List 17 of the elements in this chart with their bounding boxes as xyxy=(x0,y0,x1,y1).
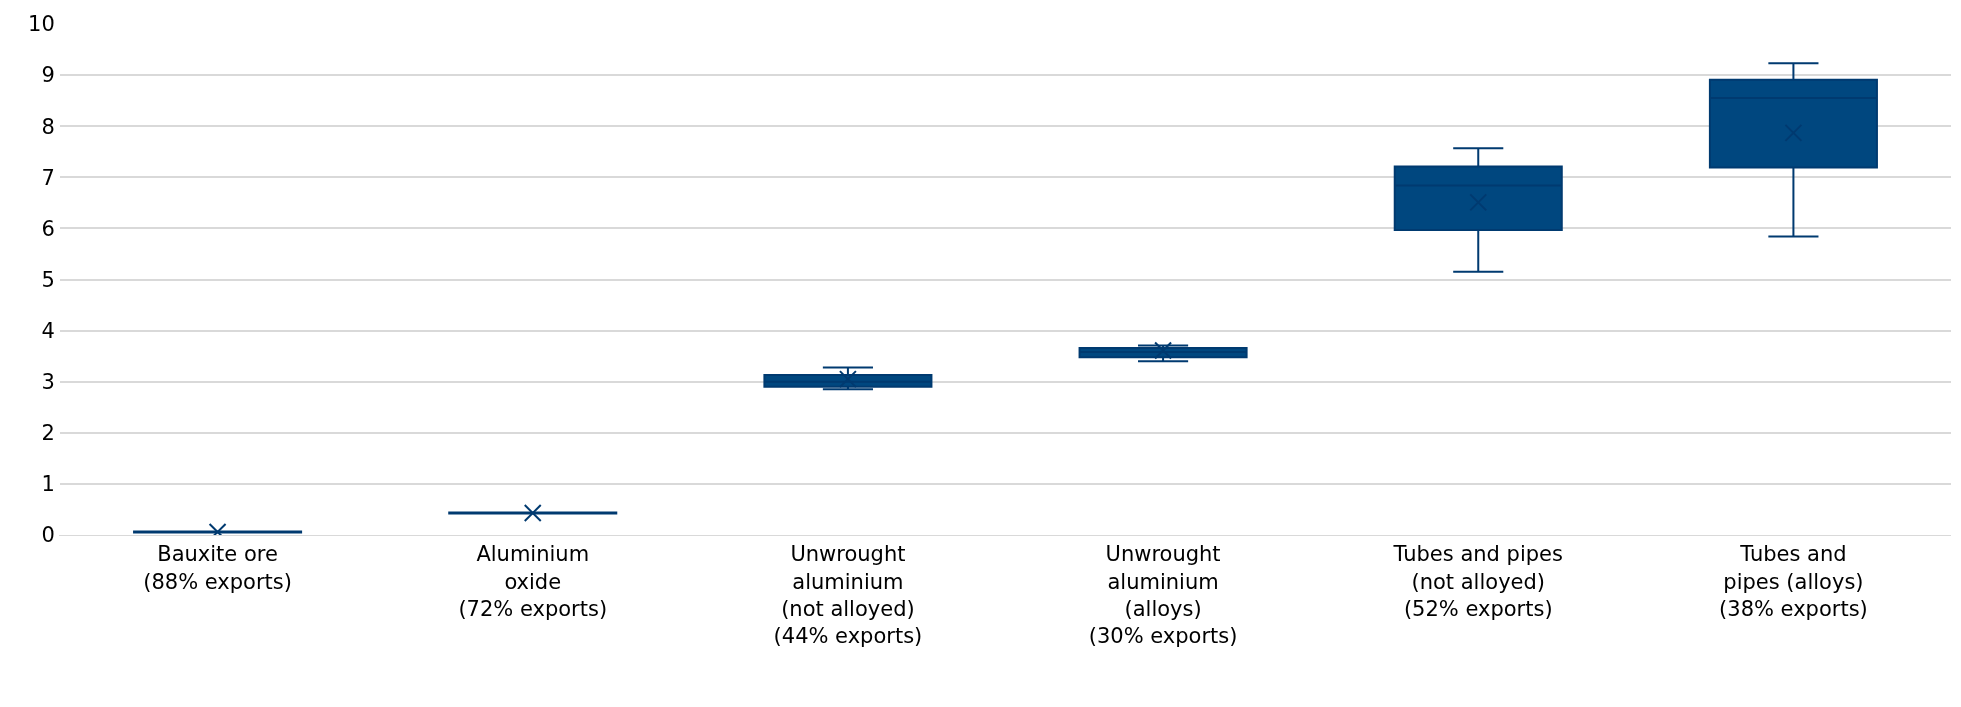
y-tick-label: 1 xyxy=(41,472,55,497)
x-tick-label: Tubes and pipes (not alloyed) (52% exports) xyxy=(1392,542,1563,621)
y-tick-label: 2 xyxy=(41,421,55,446)
x-tick-label: Bauxite ore (88% exports) xyxy=(143,542,292,594)
y-tick-label: 5 xyxy=(41,267,55,292)
y-tick-label: 10 xyxy=(28,12,55,37)
y-tick-label: 8 xyxy=(41,114,55,139)
x-tick-label: Aluminium oxide (72% exports) xyxy=(458,542,608,621)
x-tick-label: Unwrought aluminium (alloys) (30% exports) xyxy=(1088,542,1238,649)
y-tick-label: 9 xyxy=(41,63,55,88)
x-tick-label: Tubes and pipes (alloys) (38% exports) xyxy=(1719,542,1868,621)
y-tick-label: 7 xyxy=(41,165,55,190)
y-tick-label: 0 xyxy=(41,523,55,548)
y-tick-label: 6 xyxy=(41,216,55,241)
y-tick-label: 3 xyxy=(41,370,55,395)
y-tick-label: 4 xyxy=(41,318,55,343)
x-tick-label: Unwrought aluminium (not alloyed) (44% exports) xyxy=(773,542,923,649)
